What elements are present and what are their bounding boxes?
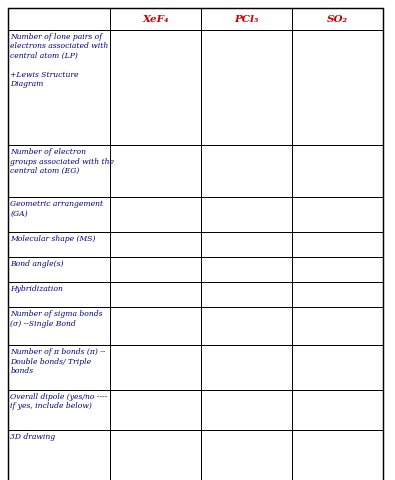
Bar [110, 390, 201, 430]
Bar [292, 197, 384, 232]
Bar [292, 345, 384, 390]
Text: Geometric arrangement
(GA): Geometric arrangement (GA) [11, 200, 103, 217]
Bar [110, 197, 201, 232]
Bar [201, 307, 292, 345]
Bar [8, 197, 110, 232]
Bar [8, 390, 110, 430]
Text: SO₂: SO₂ [327, 14, 348, 24]
Bar [201, 257, 292, 282]
Bar [110, 282, 201, 307]
Bar [292, 307, 384, 345]
Bar [110, 8, 201, 30]
Text: Hybridization: Hybridization [11, 285, 63, 293]
Bar [201, 8, 292, 30]
Bar [110, 257, 201, 282]
Bar [201, 345, 292, 390]
Bar [8, 145, 110, 197]
Bar [201, 30, 292, 145]
Bar [110, 232, 201, 257]
Bar [8, 30, 110, 145]
Bar [292, 390, 384, 430]
Bar [201, 430, 292, 480]
Bar [201, 145, 292, 197]
Bar [292, 282, 384, 307]
Text: Number of electron
groups associated with the
central atom (EG): Number of electron groups associated wit… [11, 148, 115, 175]
Bar [292, 8, 384, 30]
Bar [292, 145, 384, 197]
Bar [110, 30, 201, 145]
Text: 3D drawing: 3D drawing [11, 433, 56, 441]
Bar [110, 145, 201, 197]
Bar [292, 257, 384, 282]
Bar [201, 390, 292, 430]
Text: Overall dipole (yes/no ----
if yes, include below): Overall dipole (yes/no ---- if yes, incl… [11, 393, 108, 410]
Text: PCl₅: PCl₅ [235, 14, 259, 24]
Bar [292, 430, 384, 480]
Bar [8, 257, 110, 282]
Bar [292, 232, 384, 257]
Text: Number of lone pairs of
electrons associated with
central atom (LP)

+Lewis Stru: Number of lone pairs of electrons associ… [11, 33, 109, 88]
Bar [201, 232, 292, 257]
Text: Molecular shape (MS): Molecular shape (MS) [11, 235, 96, 243]
Text: Number of π bonds (π) --
Double bonds/ Triple
bonds: Number of π bonds (π) -- Double bonds/ T… [11, 348, 106, 375]
Bar [8, 8, 110, 30]
Bar [292, 30, 384, 145]
Bar [8, 282, 110, 307]
Text: Bond angle(s): Bond angle(s) [11, 260, 64, 268]
Bar [201, 197, 292, 232]
Bar [110, 430, 201, 480]
Text: XeF₄: XeF₄ [142, 14, 169, 24]
Bar [110, 345, 201, 390]
Bar [8, 307, 110, 345]
Bar [8, 345, 110, 390]
Bar [201, 282, 292, 307]
Text: Number of sigma bonds
(σ) --Single Bond: Number of sigma bonds (σ) --Single Bond [11, 310, 103, 327]
Bar [8, 232, 110, 257]
Bar [8, 430, 110, 480]
Bar [110, 307, 201, 345]
